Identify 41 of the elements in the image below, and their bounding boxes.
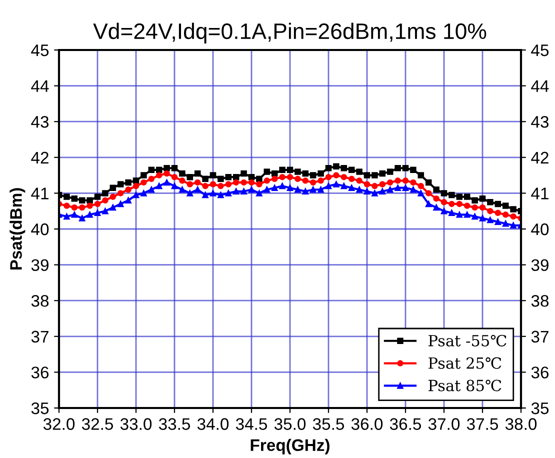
y-tick-label: 40 [31, 223, 49, 236]
x-tick-label: 33.5 [158, 418, 190, 430]
y-tick-label: 44 [31, 80, 49, 92]
y-tick-label: 41 [31, 188, 48, 200]
chart-title: Vd=24V,Idq=0.1A,Pin=26dBm,1ms 10% [93, 22, 486, 44]
y2-tick-label: 35 [531, 402, 549, 414]
x-tick-label: 34.0 [197, 418, 229, 430]
y-tick-label: 39 [31, 259, 48, 272]
x-tick-label: 37.5 [466, 418, 498, 430]
y2-tick-label: 39 [531, 259, 548, 272]
y-tick-label: 36 [31, 366, 49, 378]
y-tick-label: 38 [31, 295, 49, 307]
y2-tick-label: 44 [531, 80, 549, 92]
x-tick-label: 38.0 [505, 418, 537, 430]
y-tick-label: 43 [31, 116, 49, 128]
y-tick-label: 35 [31, 402, 49, 414]
legend-label: Psat 25℃ [428, 357, 502, 369]
x-tick-label: 34.5 [236, 418, 268, 430]
y2-tick-label: 36 [531, 366, 549, 378]
x-tick-label: 32.0 [43, 418, 75, 430]
y2-tick-label: 45 [531, 44, 549, 56]
x-tick-label: 36.5 [390, 418, 422, 430]
legend-label: Psat -55℃ [428, 334, 506, 346]
y-axis-title: Psat(dBm) [10, 188, 26, 270]
legend-label: Psat 85℃ [428, 380, 502, 392]
y-tick-label: 45 [31, 44, 49, 56]
x-axis-title: Freq(GHz) [250, 438, 330, 454]
x-tick-label: 37.0 [428, 418, 460, 430]
y2-tick-label: 42 [531, 152, 548, 164]
x-tick-label: 32.5 [82, 418, 114, 430]
x-tick-label: 36.0 [351, 418, 383, 430]
x-tick-label: 35.0 [274, 418, 306, 430]
x-tick-label: 33.0 [120, 418, 152, 430]
y2-tick-label: 40 [531, 223, 549, 236]
x-tick-label: 35.5 [312, 418, 344, 430]
y-tick-label: 37 [31, 330, 48, 343]
y-tick-label: 42 [31, 152, 48, 164]
y2-tick-label: 38 [531, 295, 549, 307]
y2-tick-label: 41 [531, 188, 548, 200]
y2-tick-label: 37 [531, 330, 548, 343]
y2-tick-label: 43 [531, 116, 549, 128]
